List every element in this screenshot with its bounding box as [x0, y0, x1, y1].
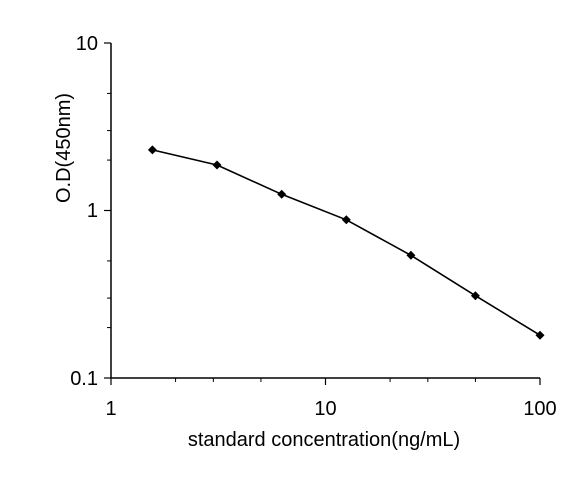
- data-point: [277, 189, 287, 199]
- x-tick-label: 1: [105, 398, 116, 420]
- ticks: [104, 42, 541, 385]
- series-line: [152, 149, 541, 336]
- y-tick-label: 0.1: [70, 368, 98, 390]
- data-point: [212, 160, 222, 170]
- data-markers: [147, 145, 545, 340]
- x-tick-label: 100: [523, 398, 556, 420]
- data-point: [535, 330, 545, 340]
- y-axis-title: O.D(450nm): [53, 93, 75, 203]
- data-point: [341, 215, 351, 225]
- tick-labels: 1 10 100 0.1 1 10: [70, 33, 557, 420]
- x-axis-title: standard concentration(ng/mL): [188, 429, 460, 451]
- y-tick-label: 1: [87, 200, 98, 222]
- data-series: [152, 149, 541, 336]
- x-tick-label: 10: [314, 398, 336, 420]
- data-point: [147, 145, 157, 155]
- axes: [110, 43, 540, 379]
- y-tick-label: 10: [76, 33, 98, 55]
- data-point: [470, 291, 480, 301]
- data-point: [406, 250, 416, 260]
